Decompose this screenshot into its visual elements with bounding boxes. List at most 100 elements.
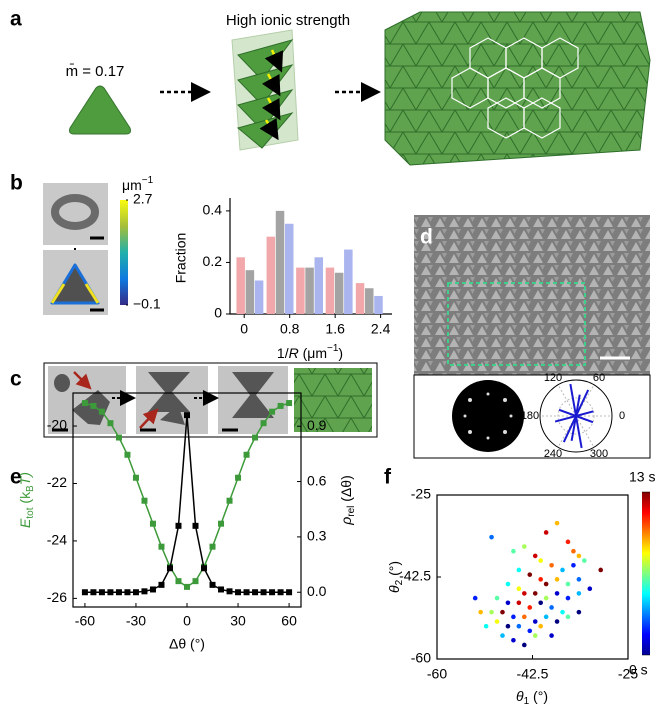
line <box>85 415 289 592</box>
x-tick-label: -60 <box>75 613 95 629</box>
y-tick-label: -60 <box>411 650 431 666</box>
point <box>506 582 511 587</box>
marker <box>150 586 156 592</box>
marker <box>278 589 284 595</box>
point <box>577 610 582 615</box>
point <box>544 615 549 620</box>
theta-tick-label: 120 <box>544 372 562 384</box>
point <box>555 521 560 526</box>
point <box>517 624 522 629</box>
part: rel <box>346 506 357 517</box>
y-tick-label: -22 <box>47 474 67 490</box>
marker <box>90 403 96 409</box>
marker <box>99 409 105 415</box>
bar <box>374 296 383 314</box>
point <box>566 540 571 545</box>
marker <box>210 544 216 550</box>
marker <box>175 523 181 529</box>
marker <box>124 589 130 595</box>
point <box>484 624 489 629</box>
figure: a b c e f High ionic strength m̄ = 0.17 … <box>0 0 659 708</box>
y-tick-label: 0.2 <box>203 253 223 269</box>
point <box>582 558 587 563</box>
point <box>544 582 549 587</box>
y2-tick-label: 0.3 <box>307 528 327 544</box>
marker <box>107 420 113 426</box>
marker <box>235 475 241 481</box>
point <box>527 605 532 610</box>
point <box>533 591 538 596</box>
bar <box>344 250 353 314</box>
marker <box>235 589 241 595</box>
y-tick-label: -24 <box>47 532 67 548</box>
point <box>522 544 527 549</box>
point <box>577 554 582 559</box>
part: (μm <box>299 345 327 361</box>
bar <box>296 268 305 314</box>
marker <box>90 589 96 595</box>
marker <box>82 400 88 406</box>
marker <box>252 589 258 595</box>
x-axis-label: 1/R (μm−1) <box>277 343 343 361</box>
point <box>549 633 554 638</box>
point <box>549 563 554 568</box>
y-axis-label: Fraction <box>173 233 189 284</box>
title: High ionic strength <box>226 12 350 29</box>
panel-c <box>44 363 377 437</box>
bar <box>365 288 374 314</box>
point <box>489 610 494 615</box>
y-tick-label: -42.5 <box>399 568 431 584</box>
marker <box>193 578 199 584</box>
y2-tick-label: 0.0 <box>307 583 327 599</box>
bar <box>335 273 344 314</box>
y-axis-label: Etot (kBT) <box>17 472 36 528</box>
point <box>577 591 582 596</box>
point <box>517 568 522 573</box>
point <box>571 563 576 568</box>
marker <box>218 586 224 592</box>
marker <box>124 452 130 458</box>
colorbar-tick-label: 13 s <box>629 469 655 485</box>
marker <box>252 435 258 441</box>
marker <box>116 589 122 595</box>
bar <box>356 283 365 314</box>
axis <box>437 495 628 659</box>
bar <box>246 270 255 314</box>
y2-tick-label: 0.9 <box>307 417 327 433</box>
point <box>527 629 532 634</box>
x-tick-label: -42.5 <box>517 666 549 682</box>
part: tot <box>25 507 36 518</box>
theta-tick-label: 60 <box>593 372 605 384</box>
point <box>500 610 505 615</box>
bar <box>255 280 263 314</box>
marker <box>286 400 292 406</box>
marker <box>244 589 250 595</box>
point <box>522 591 527 596</box>
marker <box>158 582 164 588</box>
y-tick-label: 0 <box>214 305 222 321</box>
part: ) <box>338 345 343 361</box>
point <box>560 610 565 615</box>
point <box>522 615 527 620</box>
marker <box>175 578 181 584</box>
sem-image <box>414 215 650 375</box>
annotation: m̄ = 0.17 <box>66 63 125 80</box>
panel-label: c <box>10 368 22 391</box>
colorbar-tick-label: −0.1 <box>133 296 161 312</box>
marker <box>201 565 207 571</box>
colorbar <box>120 200 128 305</box>
x-tick-label: -30 <box>126 613 146 629</box>
bar <box>326 268 335 314</box>
unit-exp: −1 <box>142 175 154 186</box>
bar <box>285 224 294 314</box>
y-tick-label: -25 <box>411 486 431 502</box>
triangle <box>70 86 131 134</box>
x-axis-label: Δθ (°) <box>169 636 205 652</box>
theta-tick-label: 300 <box>590 448 608 460</box>
panel-label: b <box>10 172 23 195</box>
marker <box>286 589 292 595</box>
point <box>544 596 549 601</box>
theta-tick-label: 0 <box>619 410 625 422</box>
marker <box>210 582 216 588</box>
marker <box>133 475 139 481</box>
